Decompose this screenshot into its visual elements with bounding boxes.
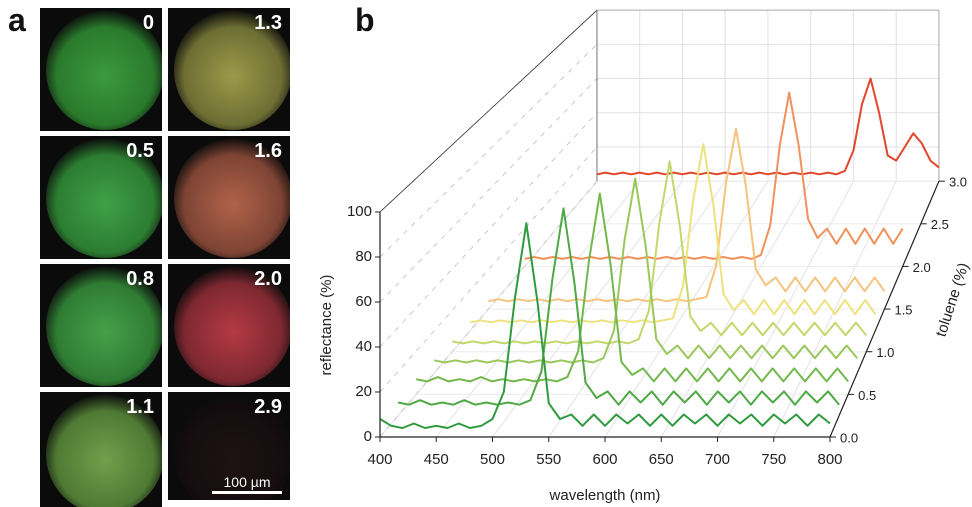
micrograph-image [46,266,162,386]
micrograph-image [174,266,290,386]
spectrum-line [488,127,886,303]
y-tick-label: 40 [355,338,372,355]
z-tick-label: 1.5 [894,303,912,318]
x-tick-label: 400 [367,451,392,468]
x-tick-label: 500 [480,451,505,468]
spectrum-line [596,77,940,176]
micrograph: 0.5 [40,136,162,259]
y-axis-label: reflectance (%) [318,275,335,376]
spectrum-line [524,91,904,260]
x-tick-label: 750 [761,451,786,468]
spectrum-line [379,222,831,429]
x-tick-label: 600 [592,451,617,468]
z-tick-label: 3.0 [949,175,967,190]
z-tick-label: 1.0 [876,345,894,360]
x-tick-label: 550 [536,451,561,468]
side-grid-line [379,78,598,303]
micrograph: 1.6 [168,136,290,259]
spectrum-line [470,143,877,324]
micrograph-image [46,10,162,130]
micrograph-label: 1.1 [126,396,154,418]
micrograph: 2.0 [168,264,290,387]
y-tick-label: 20 [355,383,372,400]
micrograph-label: 0.8 [126,268,154,290]
z-tick-label: 2.0 [913,260,931,275]
micrograph: 1.1 [40,392,162,507]
z-tick-label: 0.5 [858,388,876,403]
micrograph-label: 2.0 [254,268,282,290]
scale-bar: 100 µm [212,474,282,494]
x-tick-label: 650 [649,451,674,468]
y-tick-label: 0 [364,428,372,445]
x-tick-label: 700 [705,451,730,468]
side-grid-line [379,112,598,348]
micrograph-image [46,138,162,258]
micrograph-label: 0 [142,12,154,34]
side-grid-line [379,44,598,258]
micrograph-label: 2.9 [254,396,282,418]
micrograph: 0 [40,8,162,131]
side-grid-line [379,146,598,393]
micrograph-image [174,138,290,258]
micrograph: 1.3 [168,8,290,131]
spectrum-line [416,192,849,383]
spectrum-line [433,177,858,364]
micrograph-label: 0.5 [126,140,154,162]
spectrum-line [452,160,868,345]
micrograph: 2.9 100 µm [168,392,290,500]
x-tick-label: 800 [817,451,842,468]
micrograph-image [46,394,162,507]
y-tick-label: 100 [347,203,372,220]
z-tick-label: 2.5 [931,217,949,232]
micrograph-image [174,10,290,130]
z-axis-label: toluene (%) [933,261,972,339]
z-tick-label: 0.0 [840,430,858,445]
y-tick-label: 60 [355,293,372,310]
scale-bar-label: 100 µm [223,474,271,490]
micrograph-image [174,394,290,500]
scale-bar-line [212,491,282,494]
micrograph: 0.8 [40,264,162,387]
micrograph-label: 1.3 [254,12,282,34]
micrograph-label: 1.6 [254,140,282,162]
spectrum-line [397,207,840,406]
x-tick-label: 450 [424,451,449,468]
panel-letter: a [8,2,26,38]
panel-letter: b [355,2,375,38]
box-edge [379,9,598,213]
y-tick-label: 80 [355,248,372,265]
x-axis-label: wavelength (nm) [549,487,661,504]
